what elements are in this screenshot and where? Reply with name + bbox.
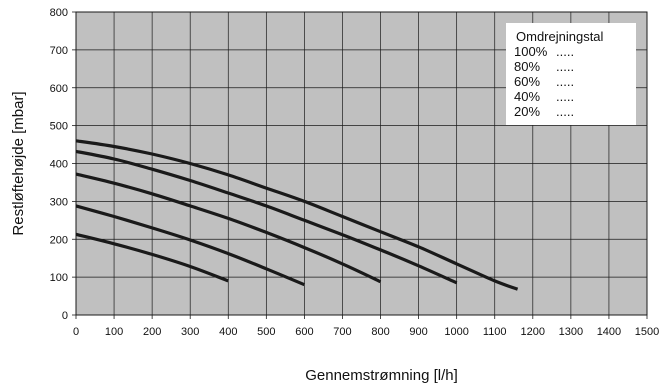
x-tick-label: 300 bbox=[181, 326, 199, 338]
series-line-0 bbox=[75, 139, 519, 291]
legend-entry-label: 80% bbox=[514, 59, 540, 74]
legend-entry-marker: ..... bbox=[556, 74, 574, 89]
y-tick-label: 700 bbox=[50, 45, 68, 57]
x-tick-label: 100 bbox=[105, 326, 123, 338]
series-line-1 bbox=[75, 149, 458, 285]
x-tick-label: 700 bbox=[333, 326, 351, 338]
legend-entry-marker: ..... bbox=[556, 89, 574, 104]
y-tick-label: 100 bbox=[50, 272, 68, 284]
y-tick-label: 300 bbox=[50, 196, 68, 208]
y-tick-label: 800 bbox=[50, 7, 68, 19]
x-tick-label: 400 bbox=[219, 326, 237, 338]
x-tick-label: 500 bbox=[257, 326, 275, 338]
x-tick-label: 200 bbox=[143, 326, 161, 338]
legend-entry-label: 60% bbox=[514, 74, 540, 89]
y-tick-label: 500 bbox=[50, 121, 68, 133]
legend-entry-label: 100% bbox=[514, 44, 548, 59]
y-tick-label: 400 bbox=[50, 159, 68, 171]
y-tick-label: 200 bbox=[50, 234, 68, 246]
legend-entry-marker: ..... bbox=[556, 44, 574, 59]
x-axis-title: Gennemstrømning [l/h] bbox=[305, 367, 458, 384]
x-tick-label: 800 bbox=[371, 326, 389, 338]
x-tick-label: 0 bbox=[73, 326, 79, 338]
legend-entry-marker: ..... bbox=[556, 104, 574, 119]
x-tick-label: 1500 bbox=[635, 326, 659, 338]
series-line-4 bbox=[75, 232, 229, 283]
legend-entry-label: 20% bbox=[514, 104, 540, 119]
x-tick-label: 1300 bbox=[559, 326, 583, 338]
y-tick-label: 0 bbox=[62, 310, 68, 322]
x-tick-label: 1200 bbox=[521, 326, 545, 338]
y-tick-label: 600 bbox=[50, 83, 68, 95]
series-line-2 bbox=[75, 172, 382, 284]
legend-title: Omdrejningstal bbox=[516, 29, 604, 44]
legend-entry-marker: ..... bbox=[556, 59, 574, 74]
series-line-3 bbox=[75, 204, 306, 287]
x-tick-label: 1400 bbox=[597, 326, 621, 338]
x-tick-label: 600 bbox=[295, 326, 313, 338]
x-tick-label: 1000 bbox=[444, 326, 468, 338]
y-axis-title: Restløftehøjde [mbar] bbox=[10, 91, 27, 235]
x-tick-label: 900 bbox=[409, 326, 427, 338]
legend-entry-label: 40% bbox=[514, 89, 540, 104]
legend-box bbox=[506, 23, 636, 125]
x-tick-label: 1100 bbox=[483, 326, 507, 338]
